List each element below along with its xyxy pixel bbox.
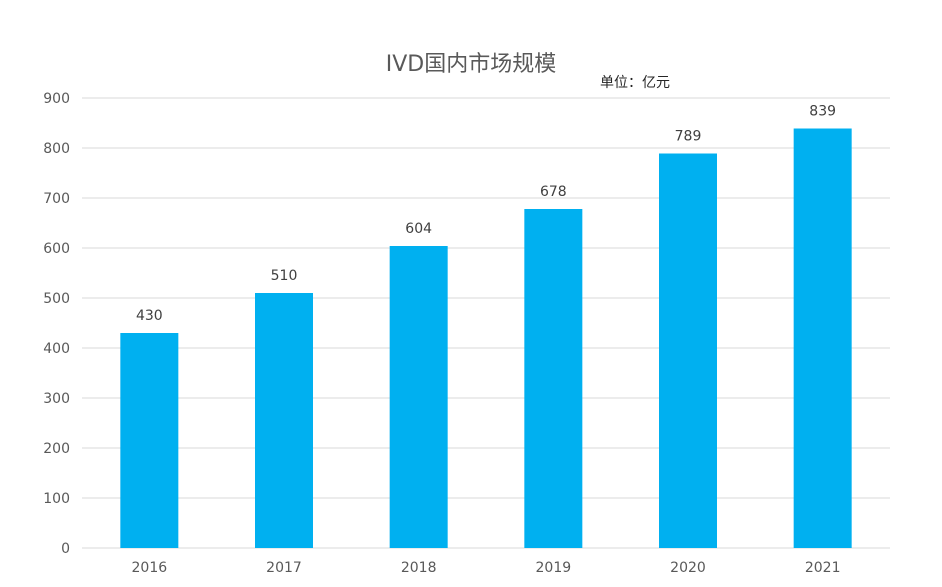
data-label: 604 [405,221,432,237]
data-label: 839 [809,104,836,120]
x-tick-label: 2016 [132,560,168,576]
x-tick-label: 2019 [536,560,572,576]
y-tick-label: 400 [43,341,70,357]
y-tick-label: 800 [43,141,70,157]
y-tick-label: 200 [43,441,70,457]
x-tick-label: 2017 [266,560,302,576]
unit-label: 单位：亿元 [600,75,670,91]
data-label: 678 [540,184,567,200]
bar [524,209,583,548]
y-tick-label: 100 [43,491,70,507]
bar [389,246,448,548]
bar [255,293,313,548]
bar [659,153,717,548]
x-tick-label: 2020 [670,560,706,576]
y-tick-label: 600 [43,241,70,257]
x-tick-label: 2018 [401,560,437,576]
bar [120,333,179,548]
y-tick-label: 0 [61,541,70,557]
chart-title: IVD国内市场规模 [385,52,557,77]
x-tick-label: 2021 [805,560,841,576]
data-label: 789 [675,129,702,145]
data-label: 510 [271,268,298,284]
bar [793,128,852,548]
y-tick-label: 500 [43,291,70,307]
y-tick-label: 300 [43,391,70,407]
y-tick-label: 900 [43,91,70,107]
data-label: 430 [136,308,163,324]
y-tick-label: 700 [43,191,70,207]
